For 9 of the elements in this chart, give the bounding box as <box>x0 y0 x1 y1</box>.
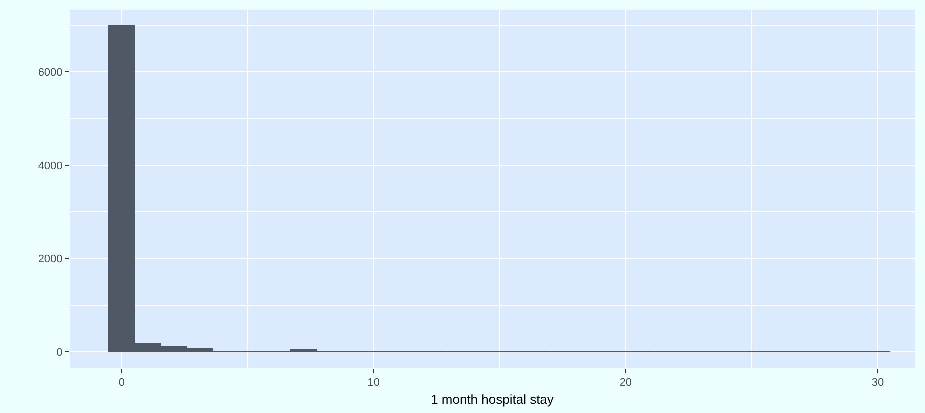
x-tick-label: 0 <box>118 377 125 390</box>
x-axis-title: 1 month hospital stay <box>431 392 554 407</box>
x-tick-label: 10 <box>368 377 380 390</box>
y-tick-label: 4000 <box>38 160 63 172</box>
x-tick-label: 30 <box>872 377 884 390</box>
x-tick-label: 20 <box>620 377 632 390</box>
y-tick-label: 0 <box>56 346 63 359</box>
y-tick-label: 2000 <box>38 254 63 266</box>
y-tick-label: 6000 <box>38 67 63 80</box>
